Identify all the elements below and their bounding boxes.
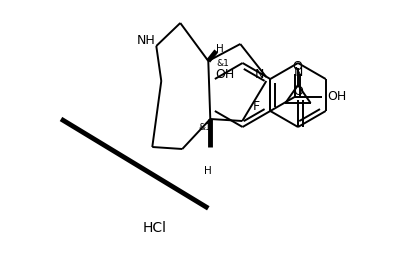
Text: N: N	[293, 66, 303, 78]
Text: HCl: HCl	[143, 221, 167, 235]
Text: H: H	[204, 166, 212, 176]
Text: OH: OH	[327, 90, 346, 103]
Text: NH: NH	[137, 35, 156, 47]
Text: &1: &1	[198, 122, 211, 132]
Text: OH: OH	[215, 69, 234, 82]
Text: O: O	[292, 60, 302, 73]
Text: N: N	[255, 68, 264, 81]
Text: F: F	[253, 100, 260, 113]
Text: H: H	[216, 44, 224, 54]
Text: O: O	[293, 85, 303, 98]
Text: &1: &1	[216, 58, 229, 68]
